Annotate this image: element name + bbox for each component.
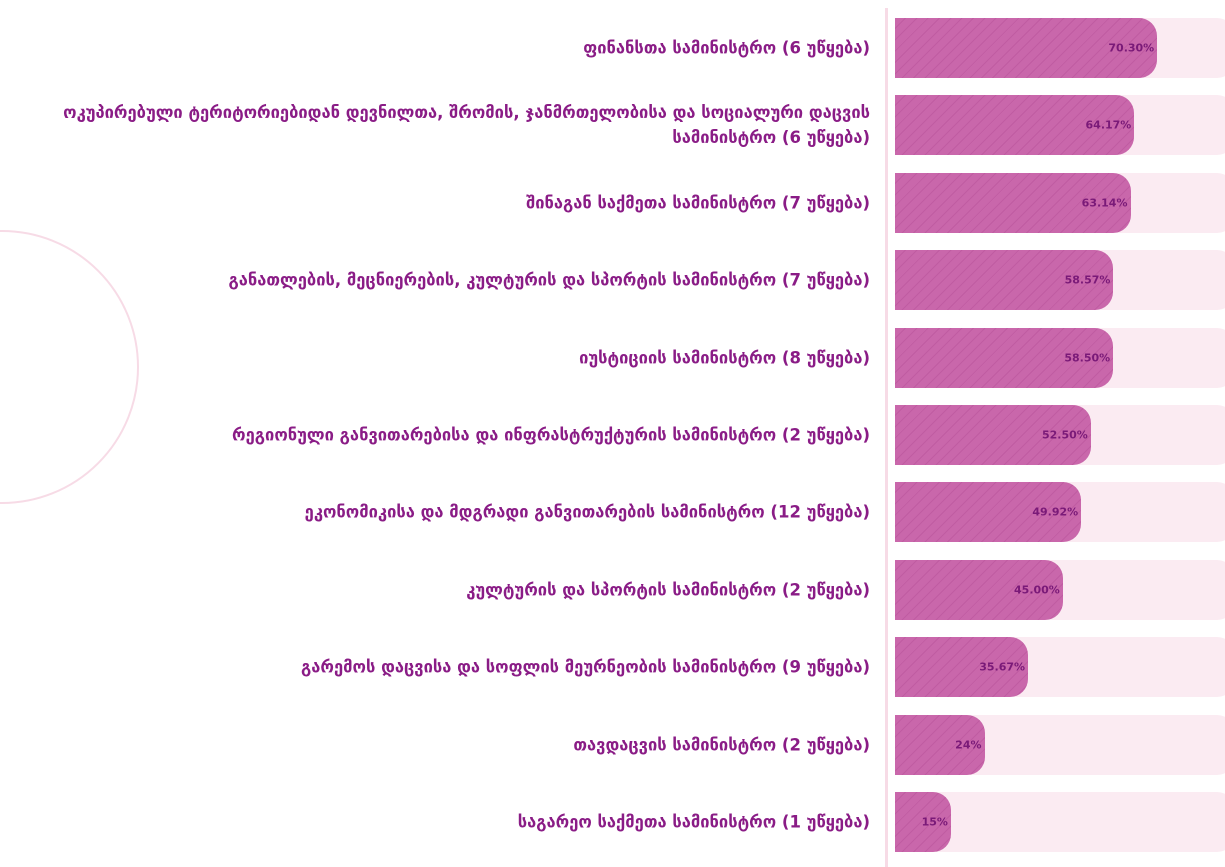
category-label: გარემოს დაცვისა და სოფლის მეურნეობის სამ… <box>301 657 870 677</box>
category-label: განათლების, მეცნიერების, კულტურის და სპო… <box>228 270 870 290</box>
bar <box>895 714 985 775</box>
bar <box>895 482 1082 543</box>
bar <box>895 95 1135 156</box>
category-label: საგარეო საქმეთა სამინისტრო (1 უწყება) <box>517 812 870 832</box>
bar <box>895 559 1063 620</box>
bar <box>895 250 1114 311</box>
value-label: 64.17% <box>1085 118 1132 132</box>
value-label: 24% <box>955 738 982 752</box>
value-label: 52.50% <box>1041 428 1088 442</box>
category-label: ფინანსთა სამინისტრო (6 უწყება) <box>583 38 870 58</box>
bar <box>895 172 1131 233</box>
bar <box>895 792 951 852</box>
value-label: 70.30% <box>1108 41 1155 55</box>
value-label: 63.14% <box>1081 196 1128 210</box>
bar <box>895 327 1114 388</box>
category-label: იუსტიციის სამინისტრო (8 უწყება) <box>579 348 870 368</box>
value-label: 45.00% <box>1014 583 1060 597</box>
value-label: 35.67% <box>979 660 1026 674</box>
value-label: 15% <box>921 815 948 829</box>
category-label: კულტურის და სპორტის სამინისტრო (2 უწყება… <box>466 580 870 600</box>
value-label: 49.92% <box>1032 505 1079 519</box>
category-label: ოკუპირებული ტერიტორიებიდან დევნილთა, შრო… <box>63 103 870 148</box>
category-label: ეკონომიკისა და მდგრადი განვითარების სამი… <box>304 502 870 522</box>
category-label: რეგიონული განვითარებისა და ინფრასტრუქტურ… <box>232 425 870 445</box>
bar <box>895 405 1091 465</box>
value-label: 58.50% <box>1064 351 1111 365</box>
category-label: შინაგან საქმეთა სამინისტრო (7 უწყება) <box>526 193 870 213</box>
value-label: 58.57% <box>1064 273 1111 287</box>
category-label: თავდაცვის სამინისტრო (2 უწყება) <box>573 735 870 755</box>
bar <box>895 18 1158 78</box>
bar <box>895 637 1029 698</box>
divider <box>885 8 888 867</box>
